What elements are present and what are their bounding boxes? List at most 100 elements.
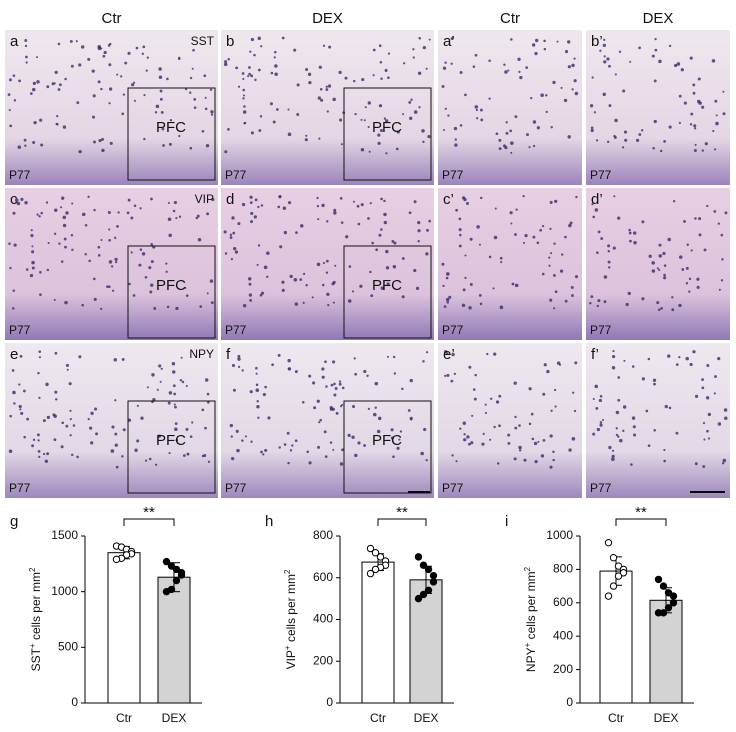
panel-letter: f xyxy=(226,346,231,363)
marker-label: VIP xyxy=(195,192,214,206)
cell-dot xyxy=(474,53,478,57)
cell-dot xyxy=(206,392,210,396)
cell-dot xyxy=(108,228,111,231)
cell-dot xyxy=(629,60,632,63)
y-axis-label: VIP+ cells per mm2 xyxy=(283,569,299,669)
cell-dot xyxy=(241,439,244,442)
cell-dot xyxy=(571,294,574,298)
cell-dot xyxy=(689,123,693,126)
cell-dot xyxy=(536,126,540,130)
cell-dot xyxy=(367,125,370,129)
cell-dot xyxy=(149,290,153,294)
cell-dot xyxy=(115,465,119,469)
cell-dot xyxy=(398,438,401,441)
cell-dot xyxy=(390,436,394,440)
cell-dot xyxy=(567,135,571,139)
cell-dot xyxy=(38,350,42,354)
cell-dot xyxy=(262,453,265,456)
cell-dot xyxy=(567,65,571,69)
cell-dot xyxy=(294,439,298,443)
significance-label: ** xyxy=(396,504,408,521)
cell-dot xyxy=(37,439,40,442)
cell-dot xyxy=(257,205,260,209)
cell-dot xyxy=(408,211,412,215)
cell-dot xyxy=(18,79,21,83)
cell-dot xyxy=(466,202,470,206)
cell-dot xyxy=(656,301,660,305)
cell-dot xyxy=(281,288,285,292)
cell-dot xyxy=(694,127,697,130)
data-point xyxy=(669,592,678,600)
cell-dot xyxy=(71,248,74,252)
cell-dot xyxy=(242,304,247,308)
cell-dot xyxy=(678,121,681,125)
cell-dot xyxy=(380,197,383,201)
cell-dot xyxy=(692,350,696,354)
cell-dot xyxy=(575,195,578,199)
cell-dot xyxy=(172,370,176,374)
cell-dot xyxy=(443,129,446,132)
cell-dot xyxy=(173,403,176,406)
cell-dot xyxy=(671,308,675,312)
cell-dot xyxy=(54,70,58,75)
cell-dot xyxy=(75,40,78,43)
cell-dot xyxy=(603,300,607,304)
cell-dot xyxy=(455,460,458,463)
cell-dot xyxy=(46,415,51,420)
data-point xyxy=(376,553,385,561)
cell-dot xyxy=(360,203,364,207)
cell-dot xyxy=(617,435,620,438)
cell-dot xyxy=(185,294,189,297)
cell-dot xyxy=(393,372,397,375)
cell-dot xyxy=(554,405,557,408)
cell-dot xyxy=(403,62,406,65)
cell-dot xyxy=(683,219,686,223)
cell-dot xyxy=(474,373,477,377)
cell-dot xyxy=(334,264,337,267)
cell-dot xyxy=(57,88,61,91)
cell-dot xyxy=(667,354,671,358)
cell-dot xyxy=(720,233,724,237)
age-label: P77 xyxy=(590,481,612,495)
panel-letter: h xyxy=(265,513,273,530)
cell-dot xyxy=(715,114,718,117)
cell-dot xyxy=(270,71,274,75)
cell-dot xyxy=(207,460,211,463)
cell-dot xyxy=(87,195,90,198)
cell-dot xyxy=(175,306,179,311)
cell-dot xyxy=(31,250,35,254)
cell-dot xyxy=(266,275,269,278)
cell-dot xyxy=(470,441,474,445)
cell-dot xyxy=(273,56,276,59)
cell-dot xyxy=(392,264,397,269)
cell-dot xyxy=(608,266,611,269)
cell-dot xyxy=(294,302,299,306)
cell-dot xyxy=(53,298,56,301)
cell-dot xyxy=(641,297,645,301)
cell-dot xyxy=(598,398,602,403)
bar xyxy=(107,552,141,704)
cell-dot xyxy=(372,412,377,417)
cell-dot xyxy=(378,233,382,237)
cell-dot xyxy=(368,150,371,153)
significance-bracket xyxy=(377,518,427,526)
cell-dot xyxy=(229,236,233,239)
cell-dot xyxy=(97,245,101,249)
cell-dot xyxy=(156,388,159,391)
cell-dot xyxy=(26,417,30,421)
cell-dot xyxy=(37,371,40,375)
cell-dot xyxy=(603,38,606,41)
cell-dot xyxy=(492,287,495,290)
cell-dot xyxy=(253,53,256,57)
marker-label: NPY xyxy=(189,347,214,361)
cell-dot xyxy=(40,143,44,147)
cell-dot xyxy=(224,60,228,64)
cell-dot xyxy=(231,363,236,368)
cell-dot xyxy=(244,435,247,438)
cell-dot xyxy=(168,142,172,146)
cell-dot xyxy=(330,383,334,387)
cell-dot xyxy=(632,433,637,437)
cell-dot xyxy=(722,458,727,463)
cell-dot xyxy=(155,104,160,109)
